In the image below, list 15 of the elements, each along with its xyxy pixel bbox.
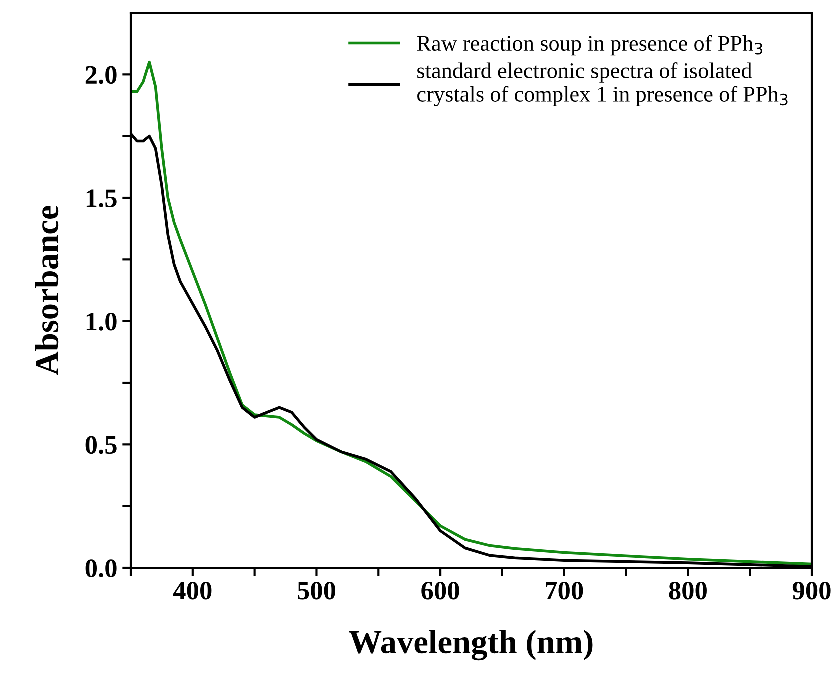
y-tick-label: 0.5 — [86, 436, 117, 454]
x-tick-label: 900 — [792, 582, 831, 600]
x-tick-label: 600 — [422, 582, 460, 600]
x-tick-label: 500 — [298, 582, 336, 600]
x-axis-title: Wavelength (nm) — [349, 630, 593, 661]
x-tick-label: 800 — [669, 582, 707, 600]
y-tick-label: 2.0 — [86, 66, 117, 84]
y-tick-label: 1.0 — [86, 312, 117, 331]
y-tick-label: 0.0 — [86, 560, 117, 578]
legend-label: standard electronic spectra of isolated crystals of complex 1 in presence of PPh$_{3}$ — [418, 62, 788, 107]
y-tick-label: 1.5 — [86, 190, 117, 208]
y-axis-title: Absorbance — [35, 206, 59, 376]
x-tick-label: 400 — [173, 582, 212, 600]
legend-label: Raw reaction soup in presence of PPh$_{3}$ — [417, 35, 762, 56]
x-tick-label: 700 — [546, 582, 584, 600]
